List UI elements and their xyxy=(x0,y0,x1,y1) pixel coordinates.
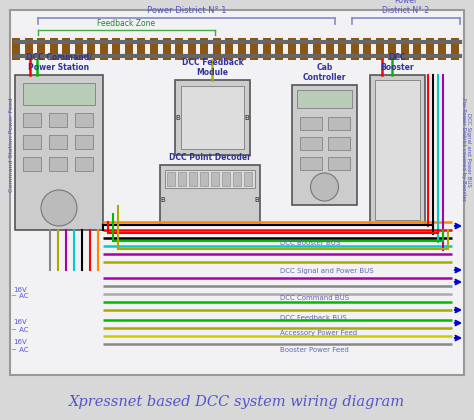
Bar xyxy=(401,38,409,60)
Bar xyxy=(250,38,258,60)
Bar xyxy=(181,86,244,149)
Bar xyxy=(10,10,464,375)
Text: Power District N° 1: Power District N° 1 xyxy=(147,6,226,15)
Text: Accessory Power Feed: Accessory Power Feed xyxy=(280,330,357,336)
Bar xyxy=(167,172,175,186)
Text: Power
District N° 2: Power District N° 2 xyxy=(383,0,429,15)
Text: 16V
~ AC: 16V ~ AC xyxy=(11,320,29,333)
Text: Cab
Controller: Cab Controller xyxy=(303,63,346,82)
Bar xyxy=(178,172,186,186)
Bar xyxy=(292,85,357,205)
Circle shape xyxy=(310,173,338,201)
Text: DCC Signal and Power BUS: DCC Signal and Power BUS xyxy=(280,268,374,274)
Bar xyxy=(351,38,359,60)
Text: DCC Feedback BUS: DCC Feedback BUS xyxy=(280,315,346,321)
Bar xyxy=(275,38,283,60)
Bar xyxy=(175,38,183,60)
Bar xyxy=(413,38,421,60)
Text: DCC
Booster: DCC Booster xyxy=(381,52,414,72)
Bar xyxy=(328,137,350,150)
Bar xyxy=(189,172,197,186)
Bar xyxy=(75,113,93,127)
Bar xyxy=(160,165,260,225)
Text: Feedback Zone: Feedback Zone xyxy=(98,19,155,28)
Bar xyxy=(438,38,447,60)
Bar xyxy=(376,38,384,60)
Bar xyxy=(49,113,67,127)
Bar xyxy=(338,38,346,60)
Text: DCC Command/
Power Station: DCC Command/ Power Station xyxy=(26,52,92,72)
Bar xyxy=(112,38,120,60)
Text: Xpressnet based DCC system wiring diagram: Xpressnet based DCC system wiring diagra… xyxy=(69,395,405,409)
Bar xyxy=(388,38,396,60)
Bar xyxy=(301,38,309,60)
Bar xyxy=(125,38,133,60)
Bar xyxy=(62,38,70,60)
Bar xyxy=(100,38,108,60)
Bar xyxy=(300,137,322,150)
Bar xyxy=(150,38,158,60)
Bar xyxy=(49,157,67,171)
Text: Booster Power Feed: Booster Power Feed xyxy=(280,347,349,353)
Bar xyxy=(37,38,45,60)
Bar xyxy=(23,83,95,105)
Circle shape xyxy=(41,190,77,226)
Bar xyxy=(288,38,296,60)
Text: DCC Feedback
Module: DCC Feedback Module xyxy=(182,58,243,77)
Bar xyxy=(328,157,350,170)
Bar xyxy=(188,38,196,60)
Text: B: B xyxy=(245,115,249,121)
Text: Command Station Power Feed: Command Station Power Feed xyxy=(9,98,15,192)
Bar xyxy=(297,90,352,108)
Bar xyxy=(244,172,252,186)
Text: 16V
~ AC: 16V ~ AC xyxy=(11,286,29,299)
Text: B: B xyxy=(161,197,165,203)
Bar xyxy=(426,38,434,60)
Text: DCC Point Decoder: DCC Point Decoder xyxy=(169,153,251,162)
Bar xyxy=(25,38,33,60)
Bar xyxy=(326,38,334,60)
Bar xyxy=(238,38,246,60)
Bar xyxy=(328,117,350,130)
Bar xyxy=(300,157,322,170)
Bar xyxy=(23,135,41,149)
Bar xyxy=(12,38,20,60)
Bar xyxy=(451,38,459,60)
Bar xyxy=(363,38,371,60)
Bar xyxy=(263,38,271,60)
Bar xyxy=(50,38,58,60)
Bar xyxy=(213,38,221,60)
Text: B: B xyxy=(176,115,181,121)
Text: 16V
~ AC: 16V ~ AC xyxy=(11,339,29,352)
Bar xyxy=(15,75,103,230)
Bar xyxy=(175,80,250,155)
Bar xyxy=(222,172,230,186)
Bar xyxy=(375,80,420,220)
Bar xyxy=(300,117,322,130)
Bar xyxy=(75,38,83,60)
Text: B: B xyxy=(255,197,259,203)
Text: DCC Booster BUS: DCC Booster BUS xyxy=(280,240,340,246)
Bar xyxy=(225,38,233,60)
Bar xyxy=(49,135,67,149)
Bar xyxy=(165,170,255,188)
Text: DCC Command BUS: DCC Command BUS xyxy=(280,295,349,301)
Bar xyxy=(200,38,208,60)
Bar xyxy=(23,157,41,171)
Bar xyxy=(211,172,219,186)
Bar xyxy=(313,38,321,60)
Bar xyxy=(75,157,93,171)
Bar xyxy=(233,172,241,186)
Bar xyxy=(200,172,208,186)
Bar xyxy=(23,113,41,127)
Bar xyxy=(137,38,146,60)
Bar xyxy=(87,38,95,60)
Bar xyxy=(75,135,93,149)
Bar xyxy=(370,75,425,225)
Bar xyxy=(163,38,171,60)
Text: DCC Signal and Power BUS
For Power District covered by Booster: DCC Signal and Power BUS For Power Distr… xyxy=(461,98,472,202)
